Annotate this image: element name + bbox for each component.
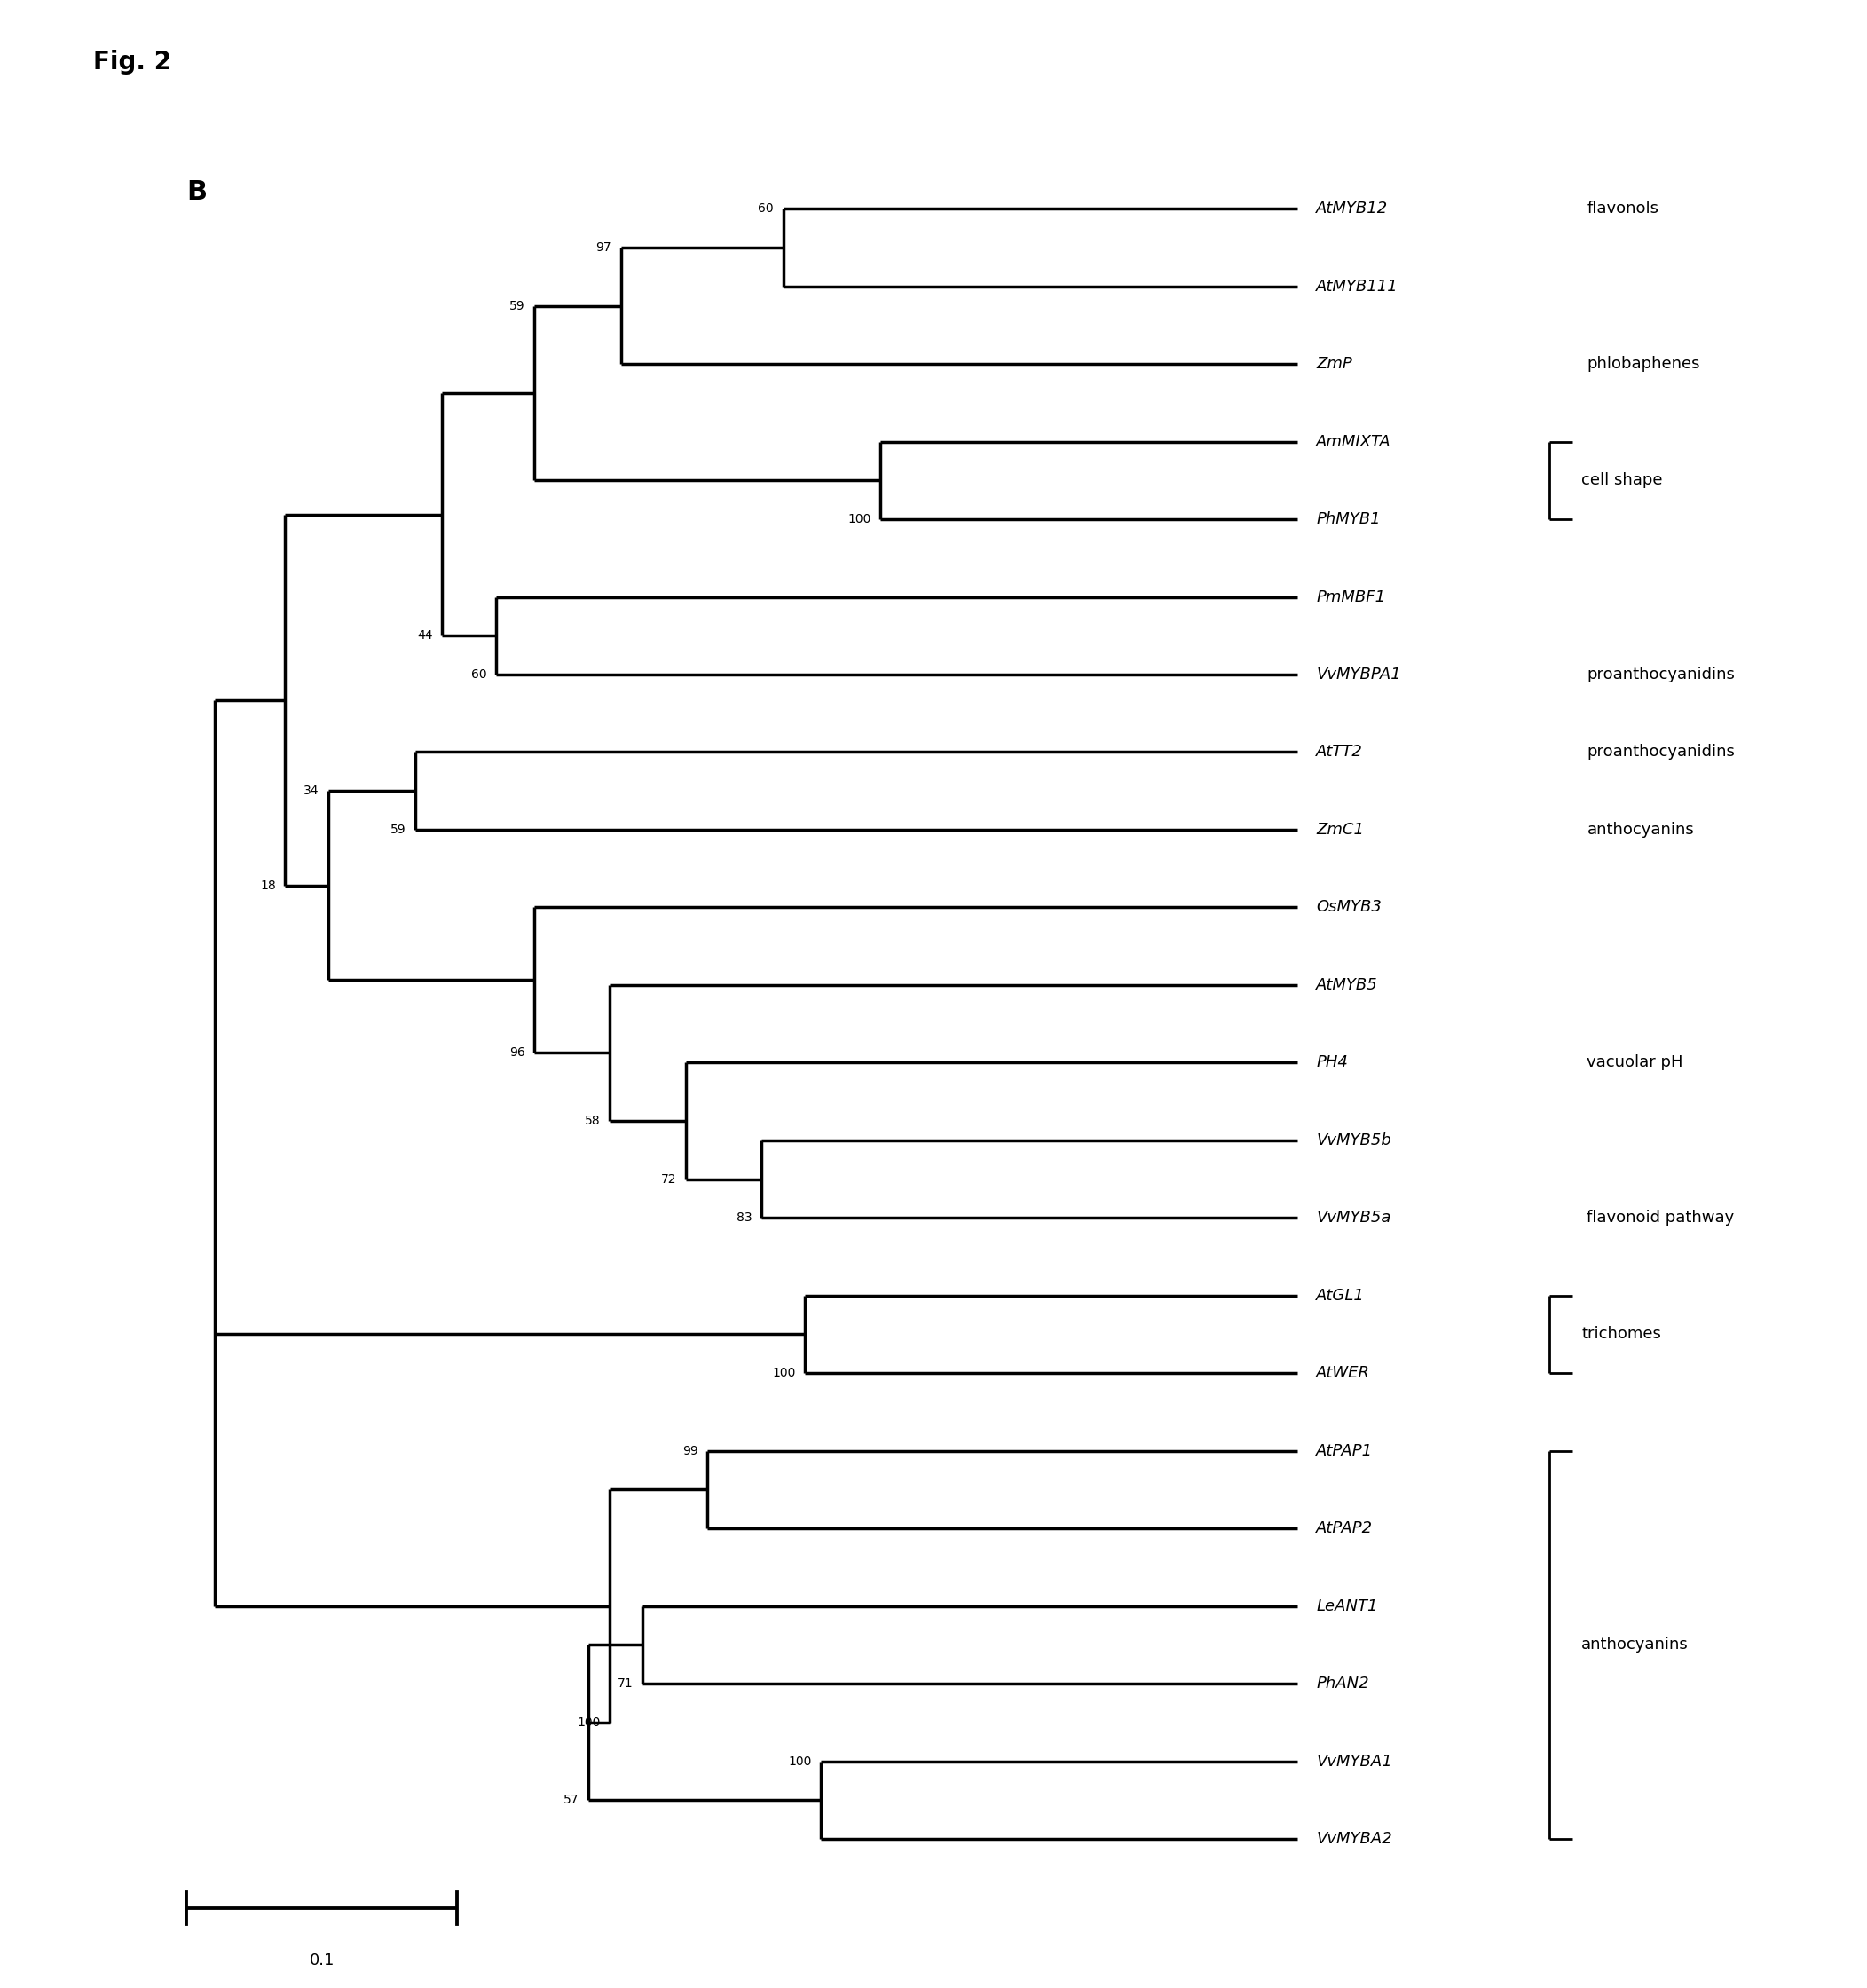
Text: 100: 100 [773,1368,795,1380]
Text: phlobaphenes: phlobaphenes [1587,356,1701,372]
Text: OsMYB3: OsMYB3 [1316,899,1382,914]
Text: 57: 57 [564,1793,579,1807]
Text: 18: 18 [260,879,276,893]
Text: 34: 34 [304,785,319,797]
Text: PhAN2: PhAN2 [1316,1676,1369,1692]
Text: 0.1: 0.1 [310,1952,334,1968]
Text: AtPAP2: AtPAP2 [1316,1521,1372,1537]
Text: vacuolar pH: vacuolar pH [1587,1056,1684,1072]
Text: AtPAP1: AtPAP1 [1316,1443,1372,1459]
Text: Fig. 2: Fig. 2 [93,50,172,76]
Text: VvMYB5b: VvMYB5b [1316,1133,1391,1149]
Text: 58: 58 [584,1115,601,1127]
Text: AtMYB111: AtMYB111 [1316,278,1398,294]
Text: 83: 83 [737,1211,752,1225]
Text: 97: 97 [596,241,611,254]
Text: 60: 60 [470,668,487,680]
Text: anthocyanins: anthocyanins [1581,1636,1688,1652]
Text: 60: 60 [758,203,773,215]
Text: VvMYB5a: VvMYB5a [1316,1211,1391,1227]
Text: VvMYBPA1: VvMYBPA1 [1316,666,1402,682]
Text: AtWER: AtWER [1316,1366,1370,1382]
Text: ZmP: ZmP [1316,356,1352,372]
Text: 71: 71 [618,1678,633,1690]
Text: VvMYBA2: VvMYBA2 [1316,1831,1393,1847]
Text: AtMYB12: AtMYB12 [1316,201,1389,217]
Text: PH4: PH4 [1316,1056,1348,1072]
Text: flavonols: flavonols [1587,201,1658,217]
Text: AtMYB5: AtMYB5 [1316,976,1378,992]
Text: ZmC1: ZmC1 [1316,821,1365,837]
Text: 100: 100 [577,1716,601,1730]
Text: AtGL1: AtGL1 [1316,1288,1365,1304]
Text: LeANT1: LeANT1 [1316,1598,1378,1614]
Text: 44: 44 [416,630,433,642]
Text: AmMIXTA: AmMIXTA [1316,433,1391,449]
Text: AtTT2: AtTT2 [1316,744,1363,759]
Text: cell shape: cell shape [1581,473,1662,489]
Text: PhMYB1: PhMYB1 [1316,511,1382,527]
Text: flavonoid pathway: flavonoid pathway [1587,1211,1734,1227]
Text: 96: 96 [510,1048,525,1060]
Text: anthocyanins: anthocyanins [1587,821,1693,837]
Text: 72: 72 [661,1173,676,1185]
Text: 59: 59 [390,823,405,837]
Text: 100: 100 [848,513,872,525]
Text: proanthocyanidins: proanthocyanidins [1587,744,1734,759]
Text: VvMYBA1: VvMYBA1 [1316,1753,1393,1769]
Text: 99: 99 [681,1445,698,1457]
Text: 59: 59 [510,300,525,312]
Text: 100: 100 [788,1755,812,1767]
Text: trichomes: trichomes [1581,1326,1662,1342]
Text: proanthocyanidins: proanthocyanidins [1587,666,1734,682]
Text: PmMBF1: PmMBF1 [1316,588,1385,604]
Text: B: B [187,179,207,205]
